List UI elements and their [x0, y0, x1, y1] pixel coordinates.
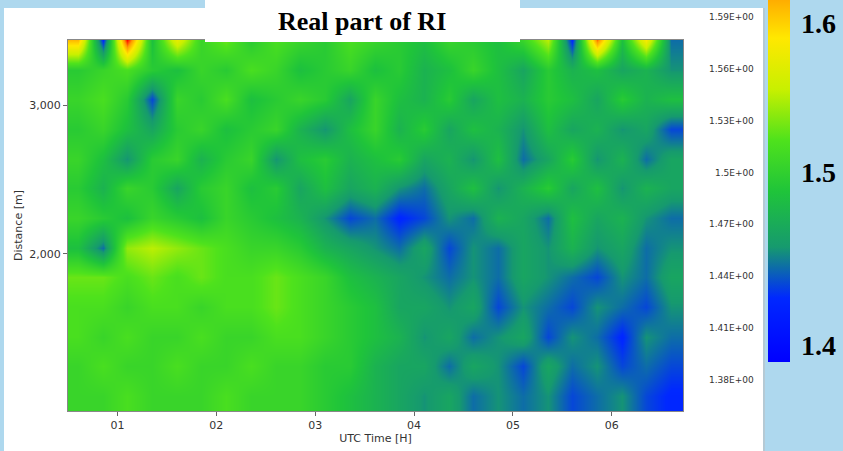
svg-text:01: 01 [110, 419, 124, 432]
svg-text:3,000: 3,000 [29, 99, 61, 112]
svg-text:1.38E+00: 1.38E+00 [709, 375, 754, 385]
svg-text:2,000: 2,000 [29, 248, 61, 261]
svg-text:06: 06 [605, 419, 619, 432]
svg-text:Distance [m]: Distance [m] [12, 190, 25, 261]
svg-text:UTC Time [H]: UTC Time [H] [339, 432, 412, 445]
svg-text:1.5: 1.5 [801, 157, 836, 188]
svg-text:02: 02 [209, 419, 223, 432]
svg-text:1.53E+00: 1.53E+00 [709, 116, 754, 126]
svg-text:05: 05 [506, 419, 520, 432]
svg-text:1.59E+00: 1.59E+00 [709, 12, 754, 22]
svg-text:1.47E+00: 1.47E+00 [709, 219, 754, 229]
svg-text:1.56E+00: 1.56E+00 [709, 64, 754, 74]
svg-text:1.41E+00: 1.41E+00 [709, 323, 754, 333]
svg-text:1.5E+00: 1.5E+00 [715, 168, 754, 178]
svg-text:1.44E+00: 1.44E+00 [709, 271, 754, 281]
svg-text:03: 03 [308, 419, 322, 432]
svg-text:Real part of RI: Real part of RI [278, 7, 446, 36]
svg-text:1.4: 1.4 [801, 330, 836, 361]
svg-text:1.6: 1.6 [801, 8, 836, 39]
svg-text:04: 04 [407, 419, 421, 432]
